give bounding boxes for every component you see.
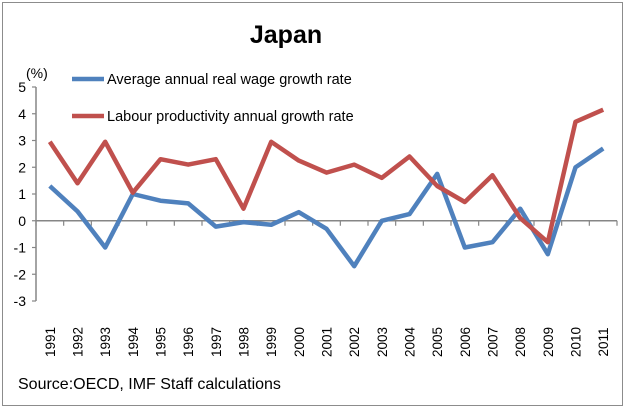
x-tick-label: 2001 [320,327,335,357]
y-tick-label: 2 [18,159,26,175]
x-tick-label: 1999 [264,327,279,357]
x-tick-label: 2005 [430,327,445,357]
x-tick-label: 2000 [292,327,307,357]
x-tick-label: 1994 [126,326,141,357]
x-tick-label: 1991 [43,327,58,357]
x-tick-label: 2011 [596,327,611,356]
y-tick-label: 4 [18,106,26,122]
x-tick-label: 2004 [403,326,418,357]
y-axis-unit-label: (%) [26,65,48,81]
legend-label-wage: Average annual real wage growth rate [107,72,352,88]
x-tick-label: 2006 [458,327,473,357]
x-tick-label: 2003 [375,327,390,357]
legend-label-productivity: Labour productivity annual growth rate [107,109,354,125]
x-tick-label: 1995 [154,327,169,357]
chart-frame [2,2,623,406]
chart-title: Japan [250,21,322,49]
x-tick-label: 1993 [98,327,113,357]
x-tick-label: 2002 [347,327,362,357]
series-line-productivity [47,107,605,245]
y-tick-label: 0 [18,213,26,229]
x-tick-label: 2010 [569,327,584,357]
x-tick-label: 2008 [513,327,528,357]
y-tick-label: -3 [14,293,27,309]
y-tick-label: 1 [18,186,26,202]
source-note: Source:OECD, IMF Staff calculations [18,376,281,393]
x-tick-label: 1998 [237,327,252,357]
y-tick-label: -1 [14,240,27,256]
x-tick-label: 1992 [71,327,86,357]
y-tick-label: 5 [18,79,26,95]
x-tick-label: 2007 [486,327,501,357]
x-tick-label: 1997 [209,327,224,357]
series-line-wage [48,146,605,269]
y-tick-label: -2 [14,266,27,282]
x-tick-label: 2009 [541,327,556,357]
x-tick-label: 1996 [181,327,196,357]
y-tick-label: 3 [18,133,26,149]
